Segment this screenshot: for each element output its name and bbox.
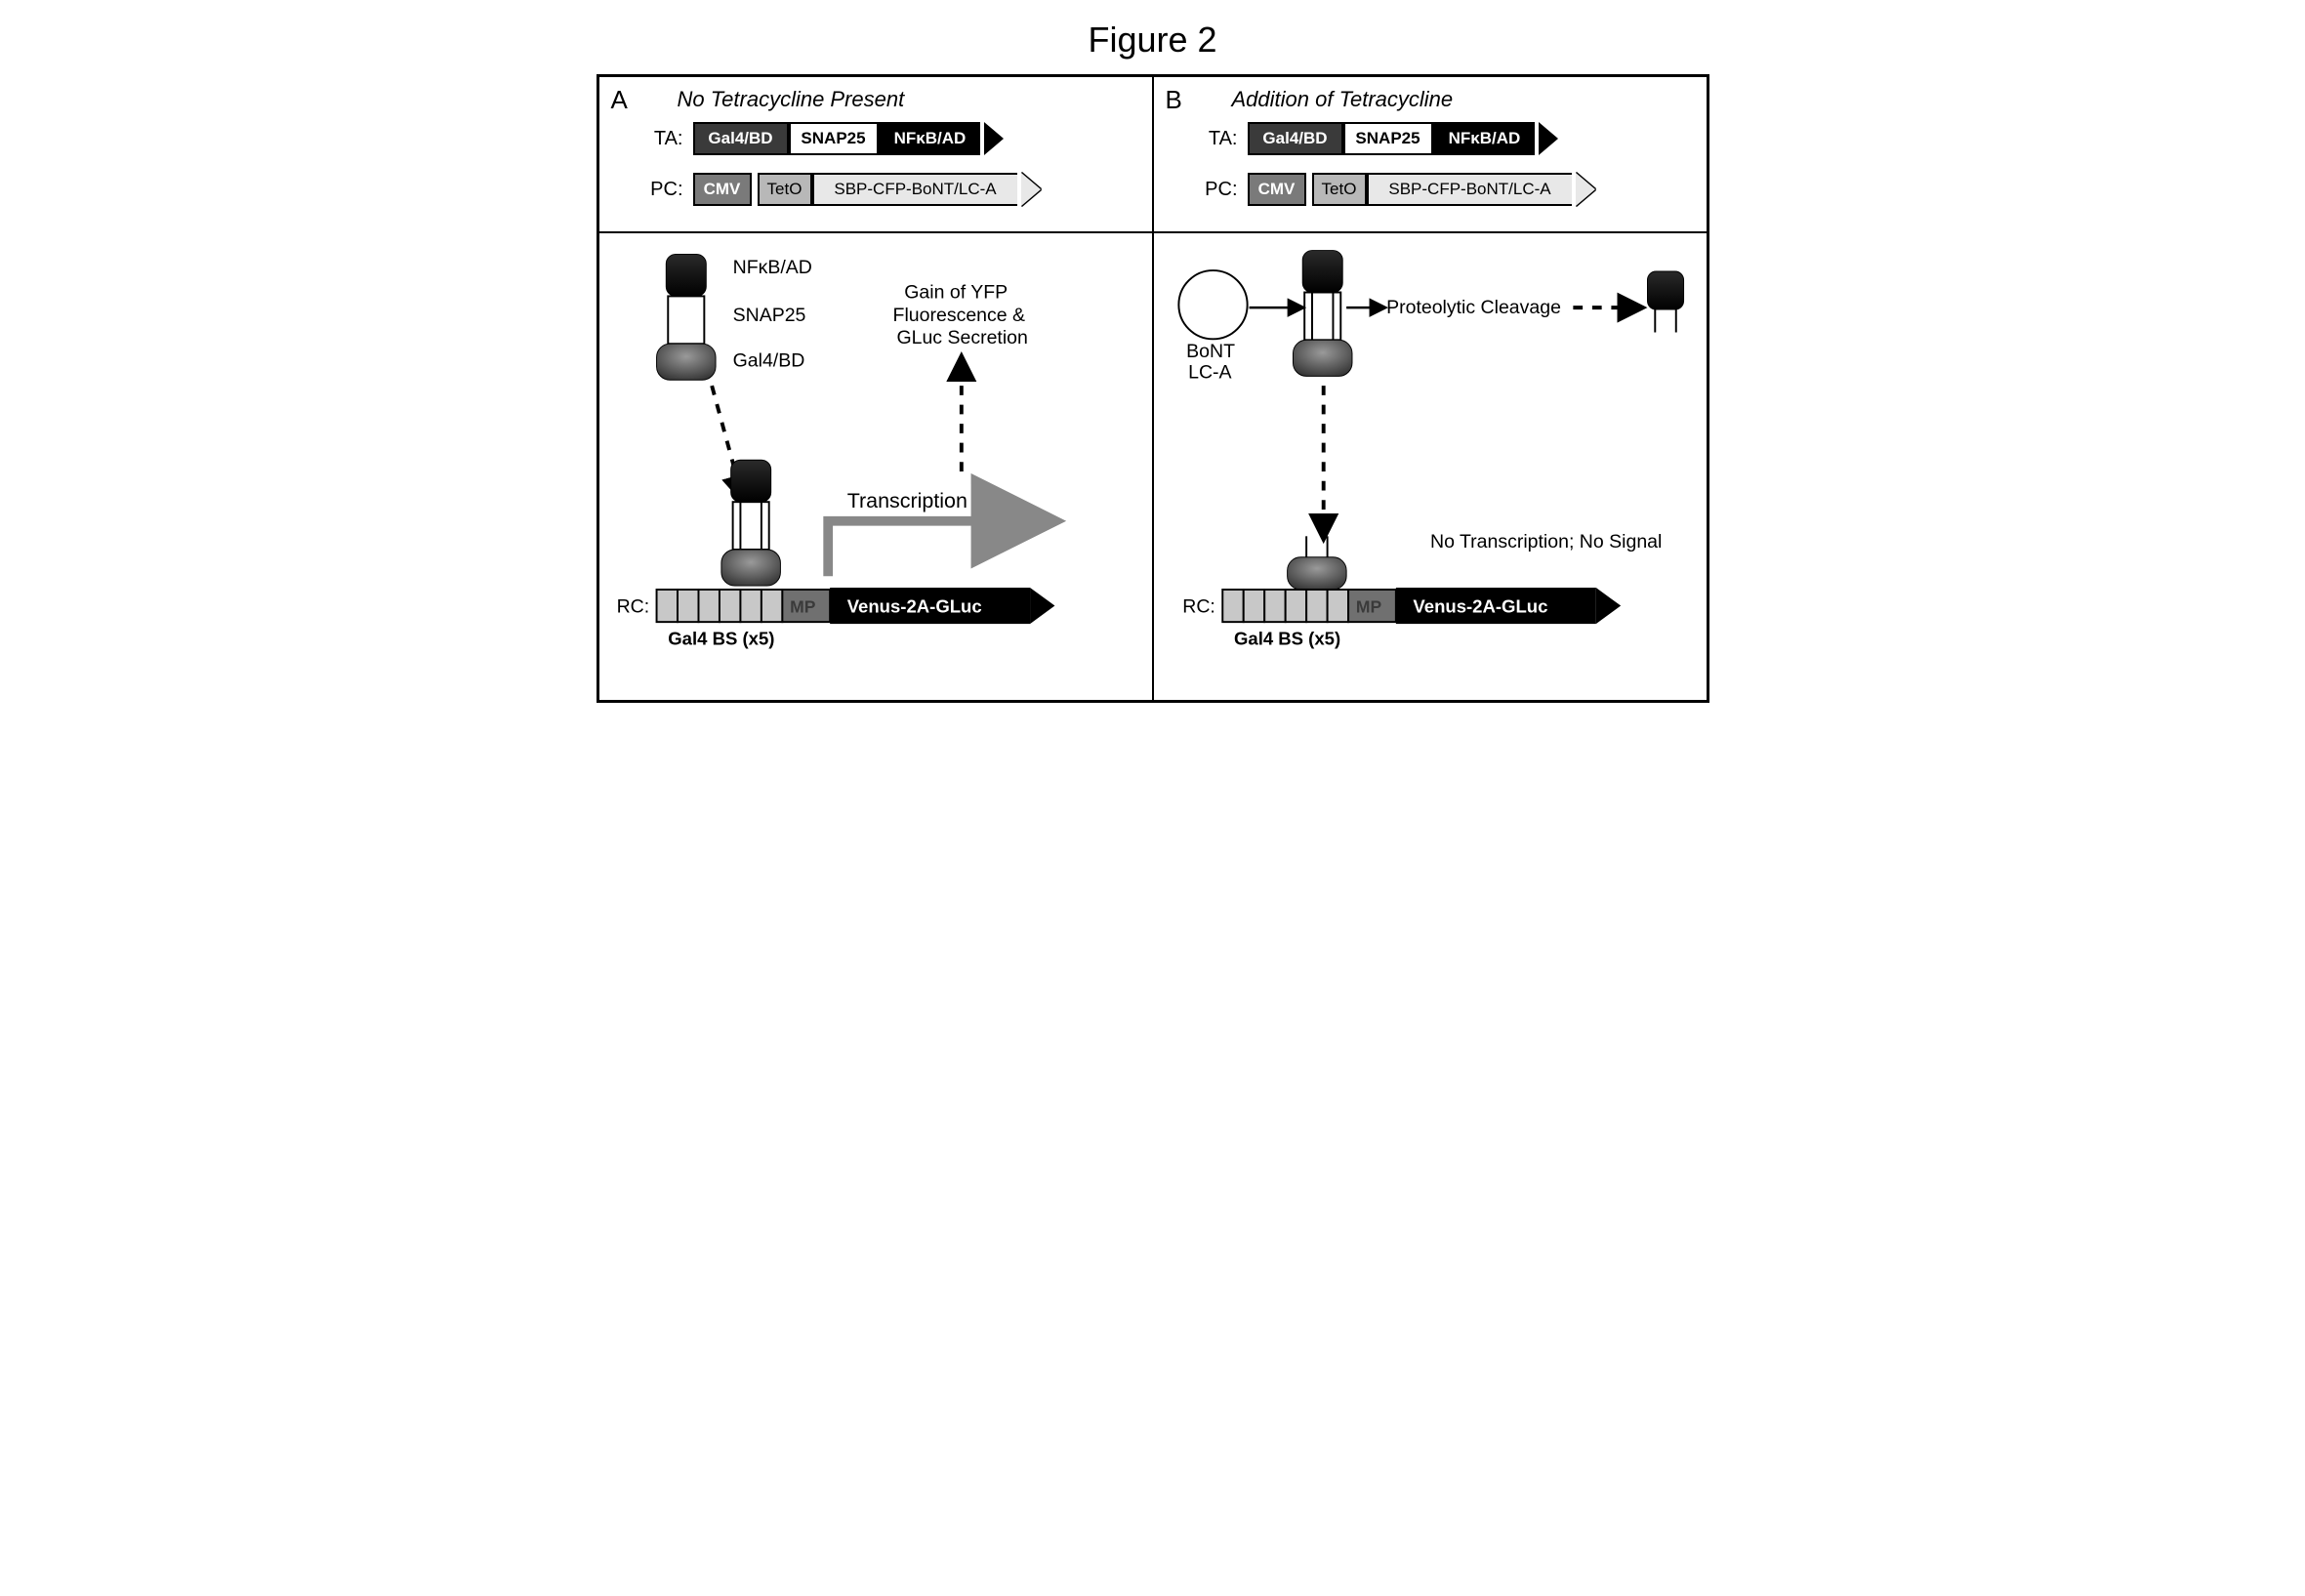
panel-a-letter: A	[611, 85, 628, 115]
seg-sbp: SBP-CFP-BoNT/LC-A	[812, 173, 1017, 206]
seg-snap25-b: SNAP25	[1343, 122, 1433, 155]
label-gal4bd: Gal4/BD	[732, 350, 804, 372]
mp-text-b: MP	[1355, 596, 1381, 616]
cleavage-text: Proteolytic Cleavage	[1386, 297, 1561, 318]
panel-a-diagram: NFκB/AD SNAP25 Gal4/BD Gain of YFP Fluor…	[599, 233, 1152, 690]
gal4bs-label-a: Gal4 BS (x5)	[668, 629, 774, 649]
seg-sbp-b: SBP-CFP-BoNT/LC-A	[1367, 173, 1572, 206]
bont-l1: BoNT	[1186, 341, 1235, 362]
panel-a-top: A No Tetracycline Present TA: Gal4/BD SN…	[598, 76, 1153, 232]
protein-stack-bound-a	[720, 460, 780, 586]
ta-arrow-cap-b	[1539, 122, 1558, 155]
pc-construct-b: PC: CMV TetO SBP-CFP-BoNT/LC-A	[1201, 173, 1595, 206]
panel-a-bottom: NFκB/AD SNAP25 Gal4/BD Gain of YFP Fluor…	[598, 232, 1153, 701]
panel-b-diagram: BoNT LC-A Proteolytic Cleavage	[1154, 233, 1707, 690]
mp-text-a: MP	[790, 596, 816, 616]
ta-construct-a: TA: Gal4/BD SNAP25 NFκB/AD	[646, 122, 1004, 155]
venus-text-b: Venus-2A-GLuc	[1413, 595, 1547, 616]
pc-construct-a: PC: CMV TetO SBP-CFP-BoNT/LC-A	[646, 173, 1041, 206]
seg-gal4bd: Gal4/BD	[693, 122, 789, 155]
transcription-text: Transcription	[846, 489, 967, 512]
gal4bs-label-b: Gal4 BS (x5)	[1233, 629, 1339, 649]
bont-circle	[1178, 270, 1247, 339]
pc-arrow-cap-b	[1576, 173, 1595, 206]
panel-b-letter: B	[1166, 85, 1182, 115]
cleaved-bottom-bound	[1287, 536, 1346, 590]
seg-teto: TetO	[758, 173, 812, 206]
panel-b-title: Addition of Tetracycline	[1232, 87, 1454, 112]
pc-label: PC:	[646, 179, 687, 201]
seg-cmv-b: CMV	[1248, 173, 1306, 206]
no-signal-text: No Transcription; No Signal	[1429, 531, 1661, 552]
protein-stack-intact-b	[1293, 251, 1352, 377]
seg-cmv: CMV	[693, 173, 752, 206]
cleaved-top-piece	[1647, 271, 1683, 332]
bont-l2: LC-A	[1188, 361, 1231, 383]
pc-label-b: PC:	[1201, 179, 1242, 201]
protein-stack-a	[656, 254, 716, 380]
venus-text-a: Venus-2A-GLuc	[846, 595, 981, 616]
seg-gal4bd-b: Gal4/BD	[1248, 122, 1343, 155]
transcription-arrow	[828, 521, 1008, 577]
pc-arrow-cap	[1021, 173, 1041, 206]
ta-label-b: TA:	[1201, 128, 1242, 150]
rc-label-b: RC:	[1182, 595, 1215, 617]
figure-grid: A No Tetracycline Present TA: Gal4/BD SN…	[597, 74, 1709, 703]
seg-nfkbad-b: NFκB/AD	[1433, 122, 1535, 155]
rc-construct-b: MP Venus-2A-GLuc	[1222, 588, 1621, 624]
seg-snap25: SNAP25	[789, 122, 879, 155]
panel-a-title: No Tetracycline Present	[678, 87, 905, 112]
gain-l2: Fluorescence &	[892, 305, 1024, 326]
label-snap25: SNAP25	[732, 305, 805, 326]
figure-title: Figure 2	[597, 20, 1709, 61]
ta-construct-b: TA: Gal4/BD SNAP25 NFκB/AD	[1201, 122, 1558, 155]
gain-l1: Gain of YFP	[904, 281, 1008, 303]
panel-b-bottom: BoNT LC-A Proteolytic Cleavage	[1153, 232, 1708, 701]
panel-b-top: B Addition of Tetracycline TA: Gal4/BD S…	[1153, 76, 1708, 232]
rc-construct-a: MP Venus-2A-GLuc	[656, 588, 1054, 624]
gain-l3: GLuc Secretion	[896, 327, 1027, 348]
rc-label-a: RC:	[616, 595, 649, 617]
seg-nfkbad: NFκB/AD	[879, 122, 980, 155]
label-nfkbad: NFκB/AD	[732, 257, 811, 278]
ta-arrow-cap	[984, 122, 1004, 155]
seg-teto-b: TetO	[1312, 173, 1367, 206]
ta-label: TA:	[646, 128, 687, 150]
